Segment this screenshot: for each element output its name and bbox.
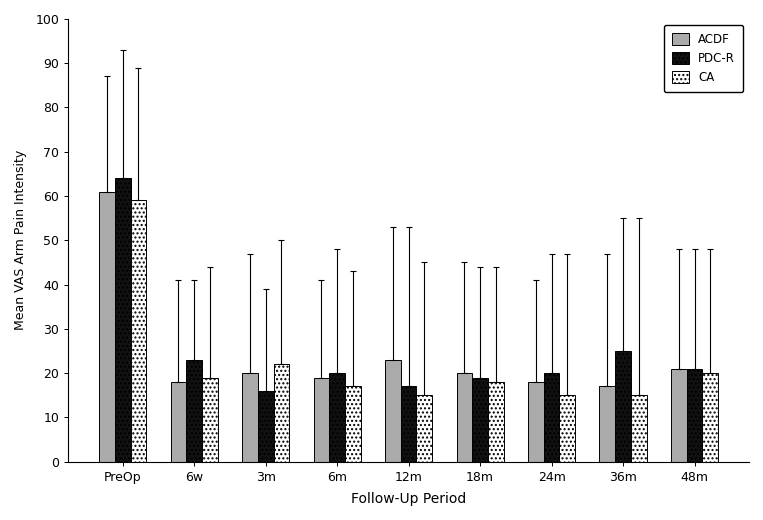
Bar xyxy=(615,351,631,462)
Bar xyxy=(171,382,186,462)
Y-axis label: Mean VAS Arm Pain Intensity: Mean VAS Arm Pain Intensity xyxy=(14,150,27,330)
Bar xyxy=(258,391,273,462)
Bar xyxy=(273,365,289,462)
Bar xyxy=(417,395,432,462)
Bar xyxy=(186,360,202,462)
Bar xyxy=(202,378,217,462)
Bar xyxy=(385,360,401,462)
Bar xyxy=(559,395,575,462)
Bar xyxy=(528,382,544,462)
Bar xyxy=(401,386,417,462)
Bar xyxy=(472,378,488,462)
Bar xyxy=(631,395,647,462)
Bar xyxy=(114,178,130,462)
Bar xyxy=(345,386,361,462)
Bar xyxy=(99,191,114,462)
Bar xyxy=(703,373,718,462)
Bar xyxy=(671,369,687,462)
Legend: ACDF, PDC-R, CA: ACDF, PDC-R, CA xyxy=(664,25,743,92)
Bar xyxy=(314,378,330,462)
Bar xyxy=(456,373,472,462)
Bar xyxy=(330,373,345,462)
Bar xyxy=(687,369,703,462)
Bar xyxy=(242,373,258,462)
Bar xyxy=(488,382,504,462)
Bar xyxy=(600,386,615,462)
Bar xyxy=(544,373,559,462)
X-axis label: Follow-Up Period: Follow-Up Period xyxy=(351,492,466,506)
Bar xyxy=(130,201,146,462)
